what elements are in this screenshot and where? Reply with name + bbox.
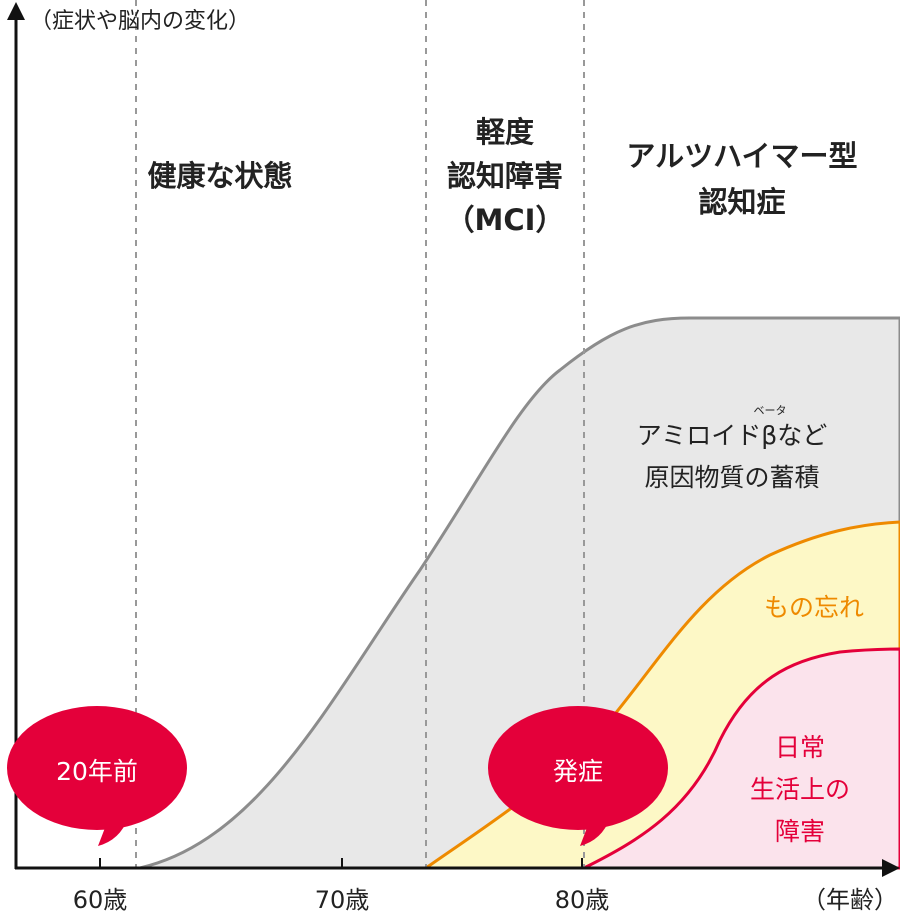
amyloid-ruby: ベータ	[754, 404, 787, 417]
x-axis-arrow-icon	[882, 859, 900, 877]
phase-mci: 認知障害	[447, 159, 563, 193]
svg-text:20年前: 20年前	[56, 757, 138, 786]
forgetfulness-label: もの忘れ	[764, 593, 864, 622]
daily-life-label: 生活上の	[750, 775, 850, 804]
daily-life-label: 日常	[775, 733, 825, 762]
amyloid-label: アミロイドβなど	[637, 421, 827, 450]
phase-mci: （MCI）	[446, 203, 565, 237]
x-tick-label: 60歳	[73, 886, 128, 914]
phase-mci: 軽度	[476, 115, 534, 149]
x-tick-label: 70歳	[315, 886, 370, 914]
x-tick-label: 80歳	[555, 886, 610, 914]
y-axis-label: （症状や脳内の変化）	[30, 9, 250, 34]
phase-alzheimer: アルツハイマー型	[626, 139, 857, 173]
amyloid-label: 原因物質の蓄積	[644, 463, 819, 492]
x-axis-label: （年齢）	[802, 886, 898, 914]
bubble-onset: 発症	[488, 706, 668, 846]
y-axis-arrow-icon	[7, 2, 25, 20]
daily-life-label: 障害	[775, 817, 825, 846]
phase-alzheimer: 認知症	[698, 185, 785, 219]
svg-text:発症: 発症	[553, 757, 603, 786]
phase-healthy: 健康な状態	[147, 159, 292, 193]
daily-life-area	[583, 647, 900, 870]
bubble-20-years-before: 20年前	[7, 706, 187, 846]
